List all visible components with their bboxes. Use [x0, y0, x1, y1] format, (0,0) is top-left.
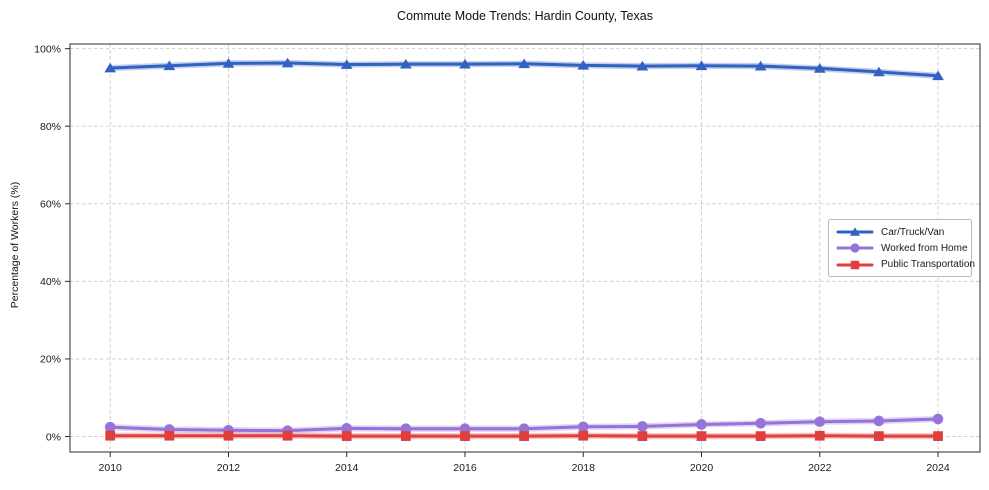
- triangle-marker: [400, 58, 412, 69]
- triangle-marker: [813, 63, 826, 73]
- square-marker: [874, 431, 884, 441]
- square-marker: [578, 430, 589, 441]
- legend-label: Car/Truck/Van: [881, 226, 945, 238]
- square-marker: [460, 431, 470, 441]
- square-marker: [696, 431, 707, 441]
- circle-marker: [637, 421, 648, 432]
- square-marker: [400, 431, 411, 441]
- legend-circle-marker: [850, 243, 860, 254]
- legend-square-icon: [836, 260, 874, 270]
- x-tick-label: 2012: [217, 462, 241, 474]
- square-marker: [164, 430, 175, 441]
- x-tick-label: 2020: [690, 462, 714, 474]
- legend-label: Public Transportation: [881, 259, 975, 271]
- legend-square-marker: [850, 260, 860, 270]
- square-marker: [933, 431, 943, 441]
- legend-item-worked-from-home: Worked from Home: [836, 240, 968, 256]
- triangle-marker: [518, 58, 530, 69]
- square-marker: [637, 431, 648, 441]
- circle-marker: [577, 421, 589, 433]
- triangle-marker: [577, 60, 590, 70]
- legend-item-public-transportation: Public Transportation: [836, 257, 975, 273]
- chart-title: Commute Mode Trends: Hardin County, Texa…: [397, 9, 653, 23]
- triangle-marker: [932, 70, 944, 81]
- circle-marker: [932, 413, 944, 425]
- square-marker: [755, 431, 766, 441]
- gridlines: [70, 44, 980, 452]
- legend-label: Worked from Home: [881, 242, 968, 254]
- triangle-marker: [754, 60, 767, 71]
- triangle-marker: [459, 58, 471, 69]
- series-public-transportation: [105, 430, 943, 441]
- triangle-marker: [104, 62, 117, 73]
- x-tick-label: 2024: [926, 462, 950, 474]
- legend-triangle-icon: [836, 227, 874, 236]
- circle-marker: [341, 423, 353, 434]
- plot-border: [69, 43, 981, 453]
- triangle-marker: [222, 58, 235, 68]
- triangle-marker: [695, 60, 708, 71]
- circle-marker: [755, 418, 766, 429]
- square-marker: [223, 430, 234, 441]
- legend: Car/Truck/Van Worked from Home Public Tran…: [828, 219, 975, 277]
- series-car-truck-van: [104, 57, 944, 81]
- x-tick-label: 2022: [808, 462, 832, 474]
- x-tick-label: 2018: [572, 462, 596, 474]
- series-worked-from-home: [104, 413, 944, 436]
- triangle-marker: [163, 60, 176, 71]
- square-marker: [341, 431, 352, 441]
- legend-circle-icon: [836, 243, 874, 254]
- x-tick-label: 2014: [335, 462, 359, 474]
- y-tick-label: 20%: [40, 354, 61, 366]
- axis-ticks: [65, 48, 939, 457]
- legend-item-car-truck-van: Car/Truck/Van: [836, 224, 965, 240]
- triangle-marker: [281, 57, 294, 68]
- triangle-marker: [636, 60, 649, 71]
- circle-marker: [873, 415, 885, 427]
- y-tick-label: 0%: [46, 431, 61, 443]
- square-marker: [814, 430, 825, 441]
- triangle-marker: [340, 59, 353, 69]
- circle-marker: [814, 416, 826, 428]
- circle-marker: [696, 419, 707, 430]
- triangle-marker: [873, 66, 885, 77]
- x-tick-label: 2010: [99, 462, 123, 474]
- y-tick-label: 80%: [40, 121, 61, 133]
- legend-triangle-marker: [849, 227, 861, 236]
- square-marker: [519, 431, 529, 441]
- square-marker: [282, 430, 293, 441]
- y-tick-label: 40%: [40, 276, 61, 288]
- circle-marker: [104, 421, 116, 433]
- square-marker: [105, 430, 116, 441]
- y-tick-label: 100%: [34, 43, 61, 55]
- y-tick-label: 60%: [40, 199, 61, 211]
- x-tick-label: 2016: [453, 462, 477, 474]
